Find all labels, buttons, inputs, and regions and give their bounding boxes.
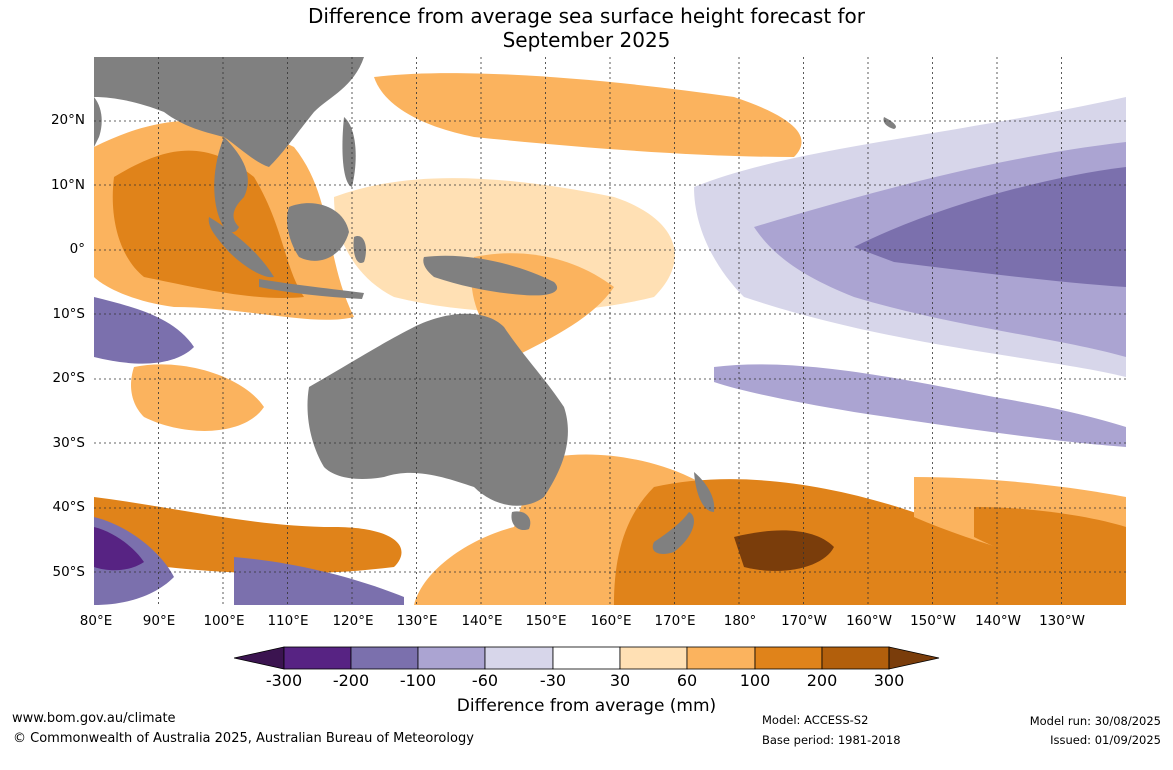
colorbar-swatch-100-60 [417,646,486,670]
footer-model-run: Model run: 30/08/2025 [1029,714,1161,728]
lon-label-110e: 110°E [267,613,309,629]
anomaly-positive-southern-ocean-west [94,497,402,574]
colorbar-tick-minus-100: -100 [399,671,437,690]
lon-label-100e: 100°E [203,613,245,629]
land-sumatra [208,217,274,278]
lat-label-20n: 20°N [50,112,85,128]
anomaly-negative-south-pacific [714,364,1126,447]
colorbar-tick-minus-300: -300 [265,671,303,690]
colorbar-tick-minus-200: -200 [332,671,370,690]
anomaly-negative-pacific-strong [854,167,1126,287]
land-asia [94,57,364,167]
colorbar-swatch-100-200 [754,646,823,670]
anomaly-positive-south-pacific [614,479,1126,605]
land-borneo [287,203,349,261]
lat-label-50s: 50°S [52,564,86,580]
land-tasmania [511,511,531,531]
land-india-tip [94,97,102,147]
lat-label-10s: 10°S [52,306,86,322]
lat-label-equator: 0° [69,241,85,257]
anomaly-positive-south-indian [131,364,264,431]
lat-label-40s: 40°S [52,499,86,515]
lat-label-30s: 30°S [52,435,86,451]
lon-label-130w: 130°W [1039,613,1085,629]
lon-label-140e: 140°E [461,613,503,629]
colorbar-swatch-200-300 [821,646,890,670]
land-philippines [342,117,356,187]
lon-label-150e: 150°E [525,613,567,629]
lat-label-20s: 20°S [52,370,86,386]
lon-label-150w: 150°W [910,613,956,629]
lon-label-130e: 130°E [396,613,438,629]
colorbar [234,646,940,670]
lon-label-170e: 170°E [654,613,696,629]
anomaly-positive-west-pacific [374,73,802,157]
lon-label-140w: 140°W [975,613,1021,629]
colorbar-tick-100: 100 [739,671,771,690]
colorbar-swatch-neutral [552,646,621,670]
colorbar-swatch-300-200 [283,646,352,670]
lat-label-10n: 10°N [50,177,85,193]
land-sulawesi [353,236,366,263]
colorbar-swatch-60-100 [686,646,756,670]
lon-label-80e: 80°E [79,613,113,629]
lon-label-90e: 90°E [142,613,176,629]
land-java [259,279,364,299]
colorbar-tick-60: 60 [676,671,698,690]
footer-website-link[interactable]: www.bom.gov.au/climate [12,711,176,726]
anomaly-negative-south-australia [234,557,404,605]
colorbar-tick-30: 30 [609,671,631,690]
colorbar-title: Difference from average (mm) [456,696,717,716]
title-line-2: September 2025 [502,28,671,52]
land-new-zealand-north [694,472,715,512]
footer-base-period: Base period: 1981-2018 [762,733,901,747]
footer-model: Model: ACCESS-S2 [762,713,869,727]
colorbar-tick-minus-60: -60 [471,671,499,690]
colorbar-tick-300: 300 [873,671,905,690]
lon-label-170w: 170°W [781,613,827,629]
colorbar-swatch-30-60 [619,646,688,670]
lon-label-180: 180° [723,613,757,629]
colorbar-tick-minus-30: -30 [539,671,567,690]
land-new-guinea [423,255,558,296]
colorbar-tick-200: 200 [806,671,838,690]
land-hawaii [883,117,896,129]
land-australia [307,313,568,506]
footer-issued: Issued: 01/09/2025 [1050,733,1161,747]
colorbar-swatch-below-300 [234,646,285,670]
map-graphic [94,57,1126,605]
lon-label-160e: 160°E [590,613,632,629]
land-masses [94,57,896,554]
title-line-1: Difference from average sea surface heig… [307,4,866,28]
lon-label-160w: 160°W [846,613,892,629]
map-title: Difference from average sea surface heig… [0,4,1173,52]
land-new-zealand-south [652,512,694,554]
lon-label-120e: 120°E [332,613,374,629]
colorbar-swatch-60-30 [484,646,554,670]
anomaly-positive-south-pacific-strong [734,530,834,571]
anomaly-positive-far-east [974,507,1126,587]
graticule [94,57,1126,605]
anomaly-negative-southern-ocean-strong [94,527,144,571]
colorbar-swatch-above-300 [888,646,940,670]
colorbar-swatch-200-100 [350,646,419,670]
sea-surface-height-map [94,57,1126,605]
footer-copyright: © Commonwealth of Australia 2025, Austra… [13,731,474,746]
